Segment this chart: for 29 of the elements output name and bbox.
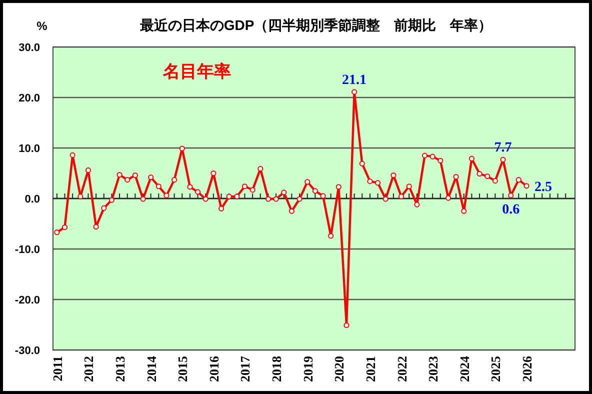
- y-axis-title: %: [36, 19, 48, 33]
- x-tick-label: 2015: [175, 356, 190, 382]
- x-tick-label: 2018: [269, 356, 284, 382]
- data-label: 0.6: [502, 202, 520, 218]
- x-tick-label: 2023: [426, 356, 441, 382]
- x-tick-label: 2025: [488, 356, 504, 382]
- data-label: 2.5: [534, 180, 552, 195]
- x-tick-label: 2026: [519, 356, 534, 382]
- y-tick-label: 0.0: [24, 194, 40, 206]
- x-tick-label: 2014: [144, 356, 159, 382]
- x-tick-label: 2011: [50, 356, 65, 382]
- x-tick-label: 2021: [362, 356, 378, 382]
- x-tick-label: 2016: [206, 356, 222, 382]
- x-tick-label: 2024: [456, 356, 472, 382]
- x-tick-label: 2022: [394, 356, 410, 382]
- y-tick-label: -30.0: [14, 345, 40, 357]
- x-tick-label: 2019: [300, 356, 316, 382]
- chart-title: 最近の日本のGDP（四半期別季節調整 前期比 年率）: [138, 17, 492, 33]
- data-label: 21.1: [342, 72, 367, 88]
- y-tick-label: -10.0: [14, 244, 40, 256]
- y-tick-label: 20.0: [18, 92, 40, 104]
- y-tick-label: 10.0: [18, 143, 40, 155]
- x-tick-label: 2012: [81, 356, 96, 382]
- y-tick-label: -20.0: [14, 294, 40, 306]
- x-tick-label: 2020: [332, 356, 347, 382]
- text: 名目年率: [162, 62, 231, 81]
- x-tick-label: 2013: [112, 356, 128, 382]
- y-tick-label: 30.0: [18, 42, 40, 54]
- x-tick-label: 2017: [238, 356, 253, 382]
